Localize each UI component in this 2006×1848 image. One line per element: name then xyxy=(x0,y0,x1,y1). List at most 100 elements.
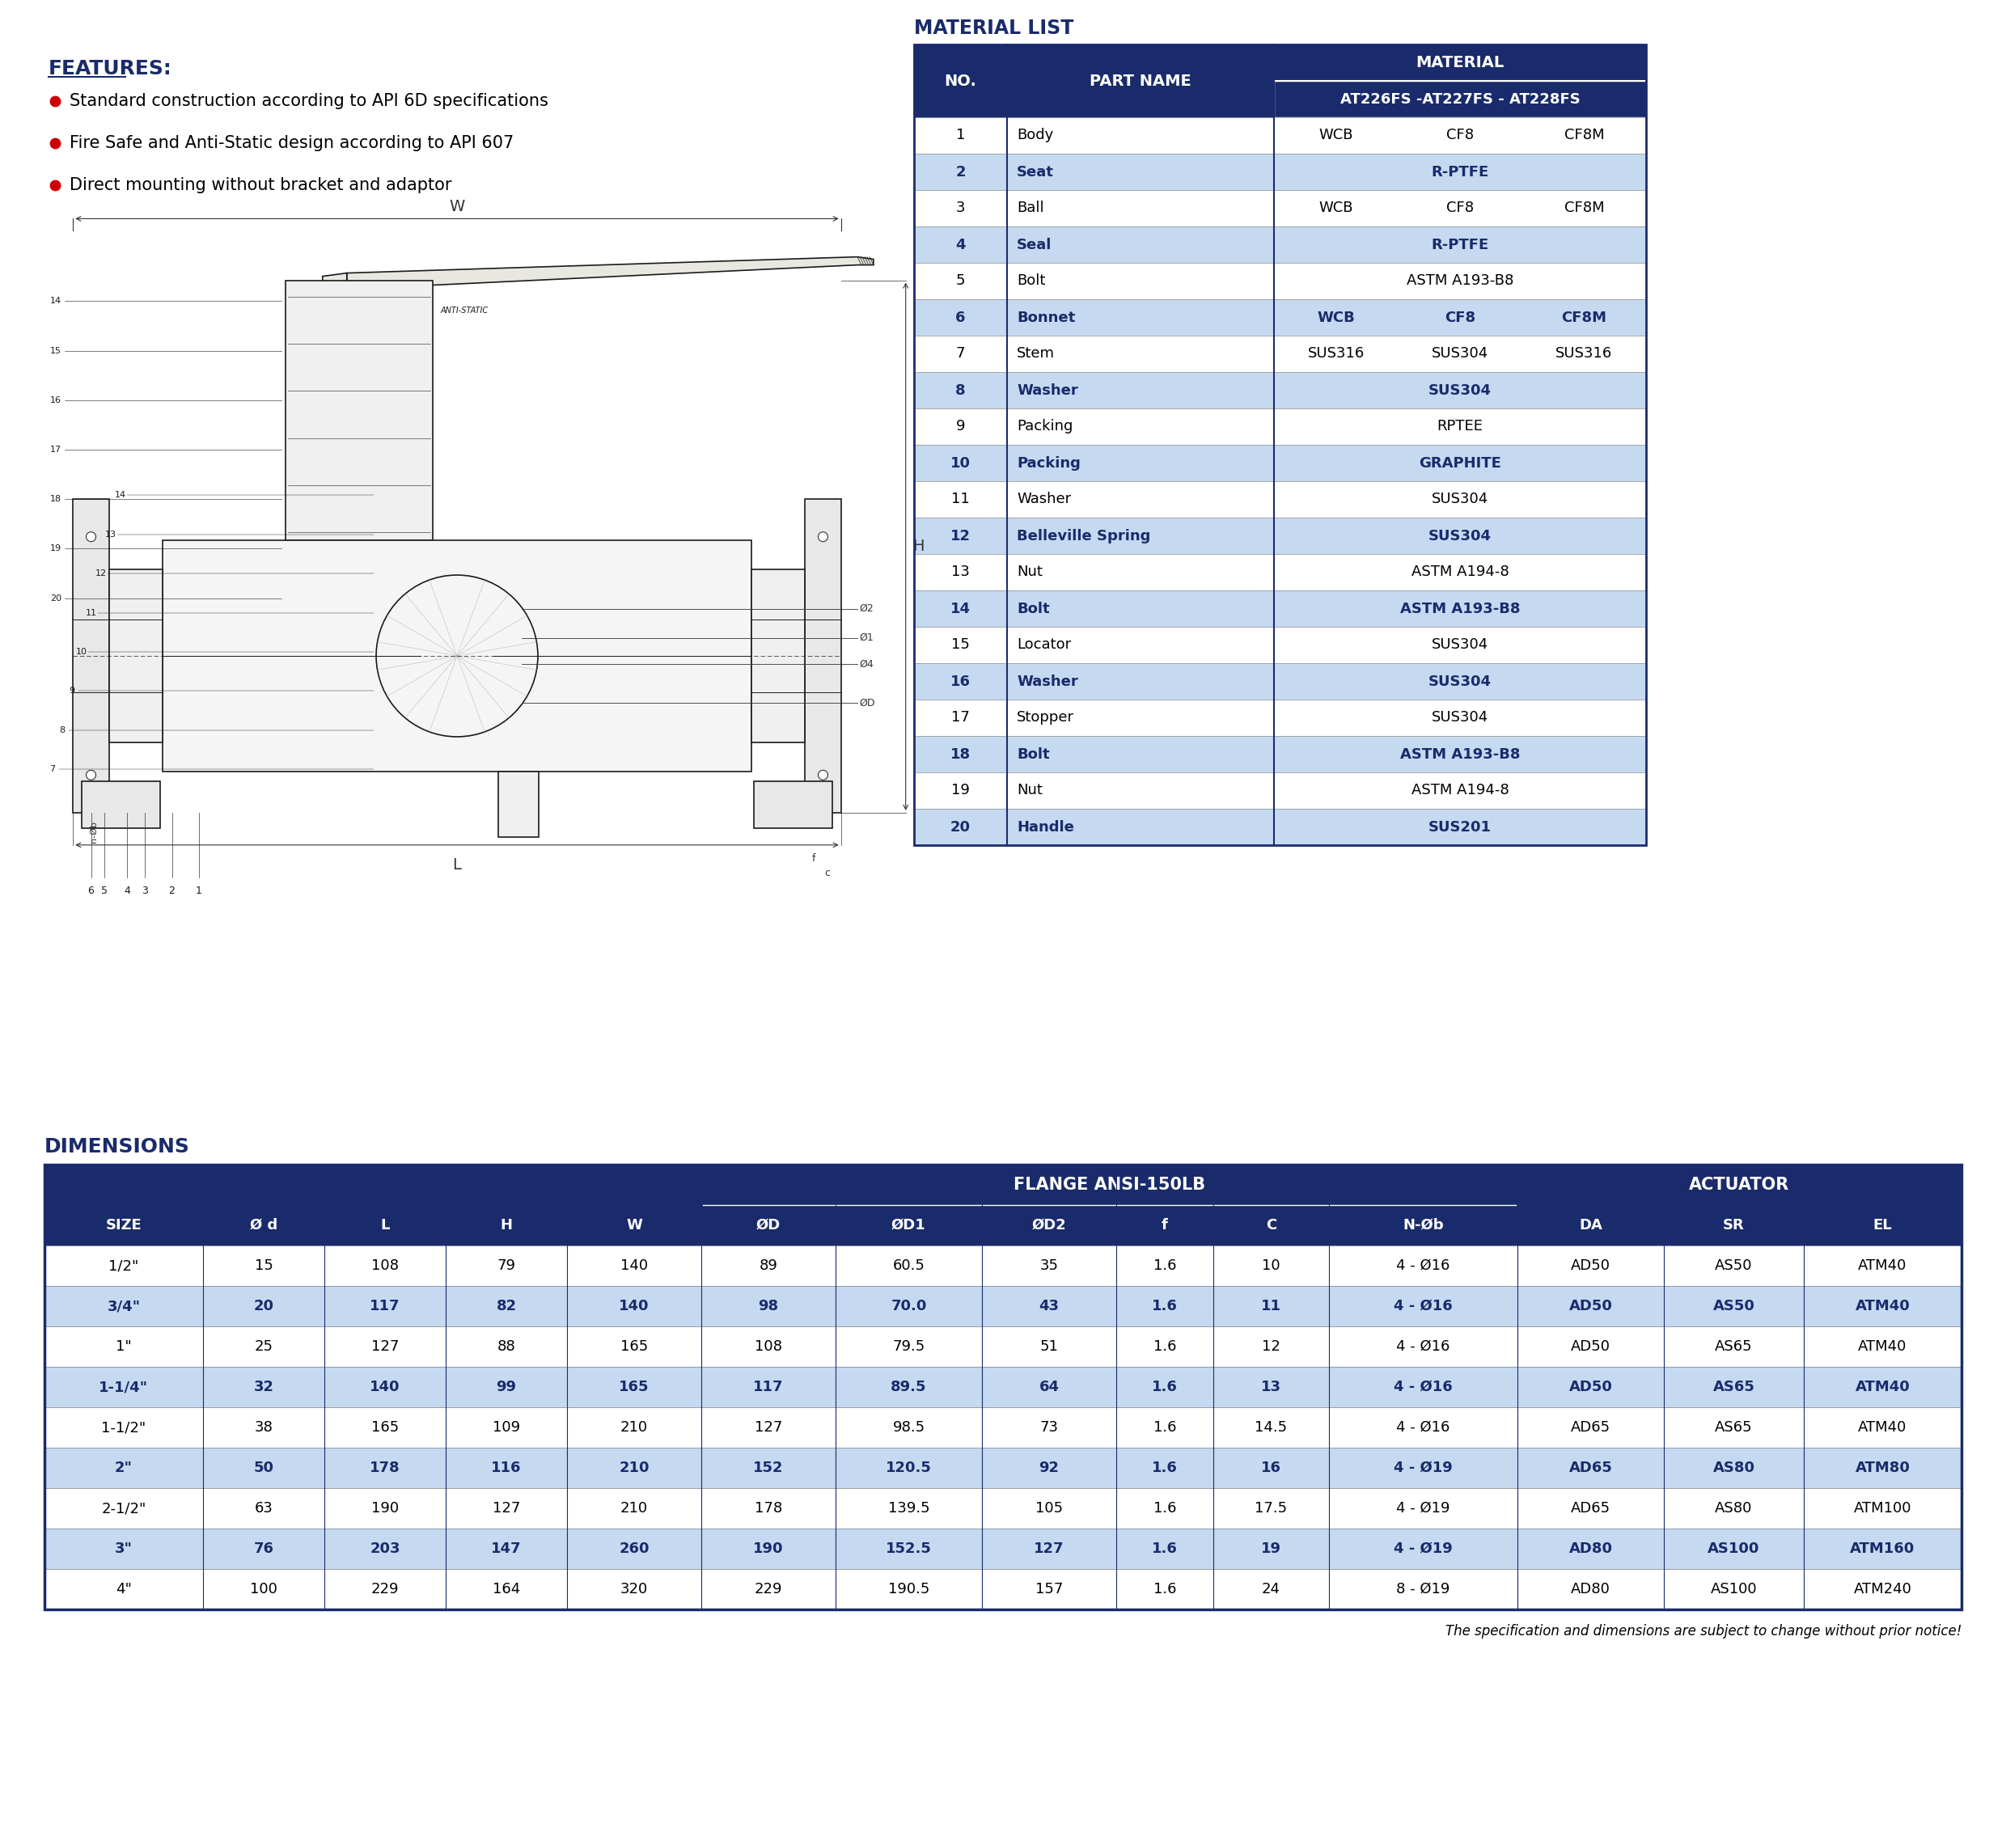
Text: 127: 127 xyxy=(1033,1541,1065,1556)
Bar xyxy=(983,1327,1115,1368)
Text: 70.0: 70.0 xyxy=(891,1299,927,1314)
Text: 2: 2 xyxy=(955,164,965,179)
Bar xyxy=(1663,1368,1803,1406)
Text: SUS304: SUS304 xyxy=(1428,675,1492,689)
Bar xyxy=(837,1528,983,1569)
Bar xyxy=(983,1205,1115,1246)
Text: 105: 105 xyxy=(1035,1501,1063,1515)
Bar xyxy=(445,1528,568,1569)
Text: C: C xyxy=(1266,1218,1276,1233)
Text: 10: 10 xyxy=(76,649,88,656)
Text: 35: 35 xyxy=(1039,1258,1059,1273)
Text: 229: 229 xyxy=(754,1582,782,1597)
Text: 1.6: 1.6 xyxy=(1153,1258,1176,1273)
Bar xyxy=(702,1246,837,1286)
Text: ATM80: ATM80 xyxy=(1856,1460,1910,1475)
Text: 4 - Ø16: 4 - Ø16 xyxy=(1396,1258,1450,1273)
Text: ØD2: ØD2 xyxy=(1031,1218,1067,1233)
Text: 19: 19 xyxy=(1262,1541,1282,1556)
Bar xyxy=(702,1447,837,1488)
Text: AD80: AD80 xyxy=(1569,1541,1613,1556)
Bar xyxy=(1115,1327,1214,1368)
Bar xyxy=(203,1528,325,1569)
Text: AS65: AS65 xyxy=(1715,1340,1753,1355)
Bar xyxy=(445,1447,568,1488)
Text: WCB: WCB xyxy=(1318,310,1354,325)
Bar xyxy=(44,1406,203,1447)
Bar xyxy=(1517,1406,1663,1447)
Text: 17.5: 17.5 xyxy=(1256,1501,1288,1515)
Text: AD50: AD50 xyxy=(1571,1340,1611,1355)
Bar xyxy=(915,445,1647,480)
Bar xyxy=(1274,44,1647,81)
Text: 1.6: 1.6 xyxy=(1153,1340,1176,1355)
Text: 4": 4" xyxy=(116,1582,132,1597)
Bar xyxy=(325,1205,445,1246)
Polygon shape xyxy=(497,771,540,837)
Bar xyxy=(915,663,1647,700)
Bar xyxy=(1803,1327,1962,1368)
Text: 6: 6 xyxy=(955,310,965,325)
Text: ATM40: ATM40 xyxy=(1858,1340,1908,1355)
Bar xyxy=(1214,1528,1328,1569)
Bar xyxy=(1517,1488,1663,1528)
Text: AT226FS -AT227FS - AT228FS: AT226FS -AT227FS - AT228FS xyxy=(1340,92,1581,107)
Bar xyxy=(1274,81,1647,116)
Text: 4 - Ø16: 4 - Ø16 xyxy=(1396,1419,1450,1434)
Text: 8: 8 xyxy=(60,726,64,734)
Bar xyxy=(915,262,1647,299)
Text: 4 - Ø19: 4 - Ø19 xyxy=(1394,1460,1452,1475)
Text: n-Øb: n-Øb xyxy=(88,821,98,843)
Bar xyxy=(1115,1488,1214,1528)
Text: 3": 3" xyxy=(114,1541,132,1556)
Text: SUS304: SUS304 xyxy=(1428,529,1492,543)
Bar xyxy=(915,227,1647,262)
Text: CF8: CF8 xyxy=(1444,310,1476,325)
Bar xyxy=(1517,1368,1663,1406)
Text: Locator: Locator xyxy=(1017,638,1071,652)
Bar xyxy=(325,1488,445,1528)
Bar xyxy=(1214,1569,1328,1610)
Bar xyxy=(1214,1286,1328,1327)
Bar xyxy=(915,626,1647,663)
Text: WCB: WCB xyxy=(1318,128,1354,142)
Text: ATM40: ATM40 xyxy=(1858,1419,1908,1434)
Text: 4 - Ø16: 4 - Ø16 xyxy=(1394,1380,1452,1393)
Text: 152: 152 xyxy=(754,1460,784,1475)
Bar xyxy=(1803,1528,1962,1569)
Bar xyxy=(203,1406,325,1447)
Text: Bolt: Bolt xyxy=(1017,274,1045,288)
Text: ØD1: ØD1 xyxy=(891,1218,927,1233)
Text: c: c xyxy=(824,867,830,878)
Text: ATM240: ATM240 xyxy=(1854,1582,1912,1597)
Text: Stopper: Stopper xyxy=(1017,710,1073,724)
Text: 32: 32 xyxy=(253,1380,273,1393)
Bar xyxy=(1517,1528,1663,1569)
Text: AD50: AD50 xyxy=(1569,1380,1613,1393)
Bar xyxy=(915,554,1647,590)
Bar xyxy=(915,336,1647,371)
Text: 147: 147 xyxy=(491,1541,522,1556)
Text: 19: 19 xyxy=(50,545,62,553)
Bar xyxy=(325,1447,445,1488)
Text: Standard construction according to API 6D specifications: Standard construction according to API 6… xyxy=(70,92,548,109)
Bar xyxy=(1328,1246,1517,1286)
Bar xyxy=(1328,1569,1517,1610)
Bar xyxy=(568,1368,702,1406)
Text: 117: 117 xyxy=(369,1299,399,1314)
Text: 63: 63 xyxy=(255,1501,273,1515)
Text: 2-1/2": 2-1/2" xyxy=(102,1501,146,1515)
Bar xyxy=(44,1327,203,1368)
Bar xyxy=(983,1447,1115,1488)
Bar xyxy=(837,1286,983,1327)
Text: 1/2": 1/2" xyxy=(108,1258,138,1273)
Bar xyxy=(568,1327,702,1368)
Text: FLANGE ANSI-150LB: FLANGE ANSI-150LB xyxy=(1013,1177,1206,1194)
Polygon shape xyxy=(323,274,347,290)
Text: 165: 165 xyxy=(620,1380,650,1393)
Text: 127: 127 xyxy=(491,1501,520,1515)
Text: 3: 3 xyxy=(142,885,148,896)
Bar xyxy=(983,1246,1115,1286)
Text: ASTM A193-B8: ASTM A193-B8 xyxy=(1400,747,1521,761)
Bar xyxy=(445,1286,568,1327)
